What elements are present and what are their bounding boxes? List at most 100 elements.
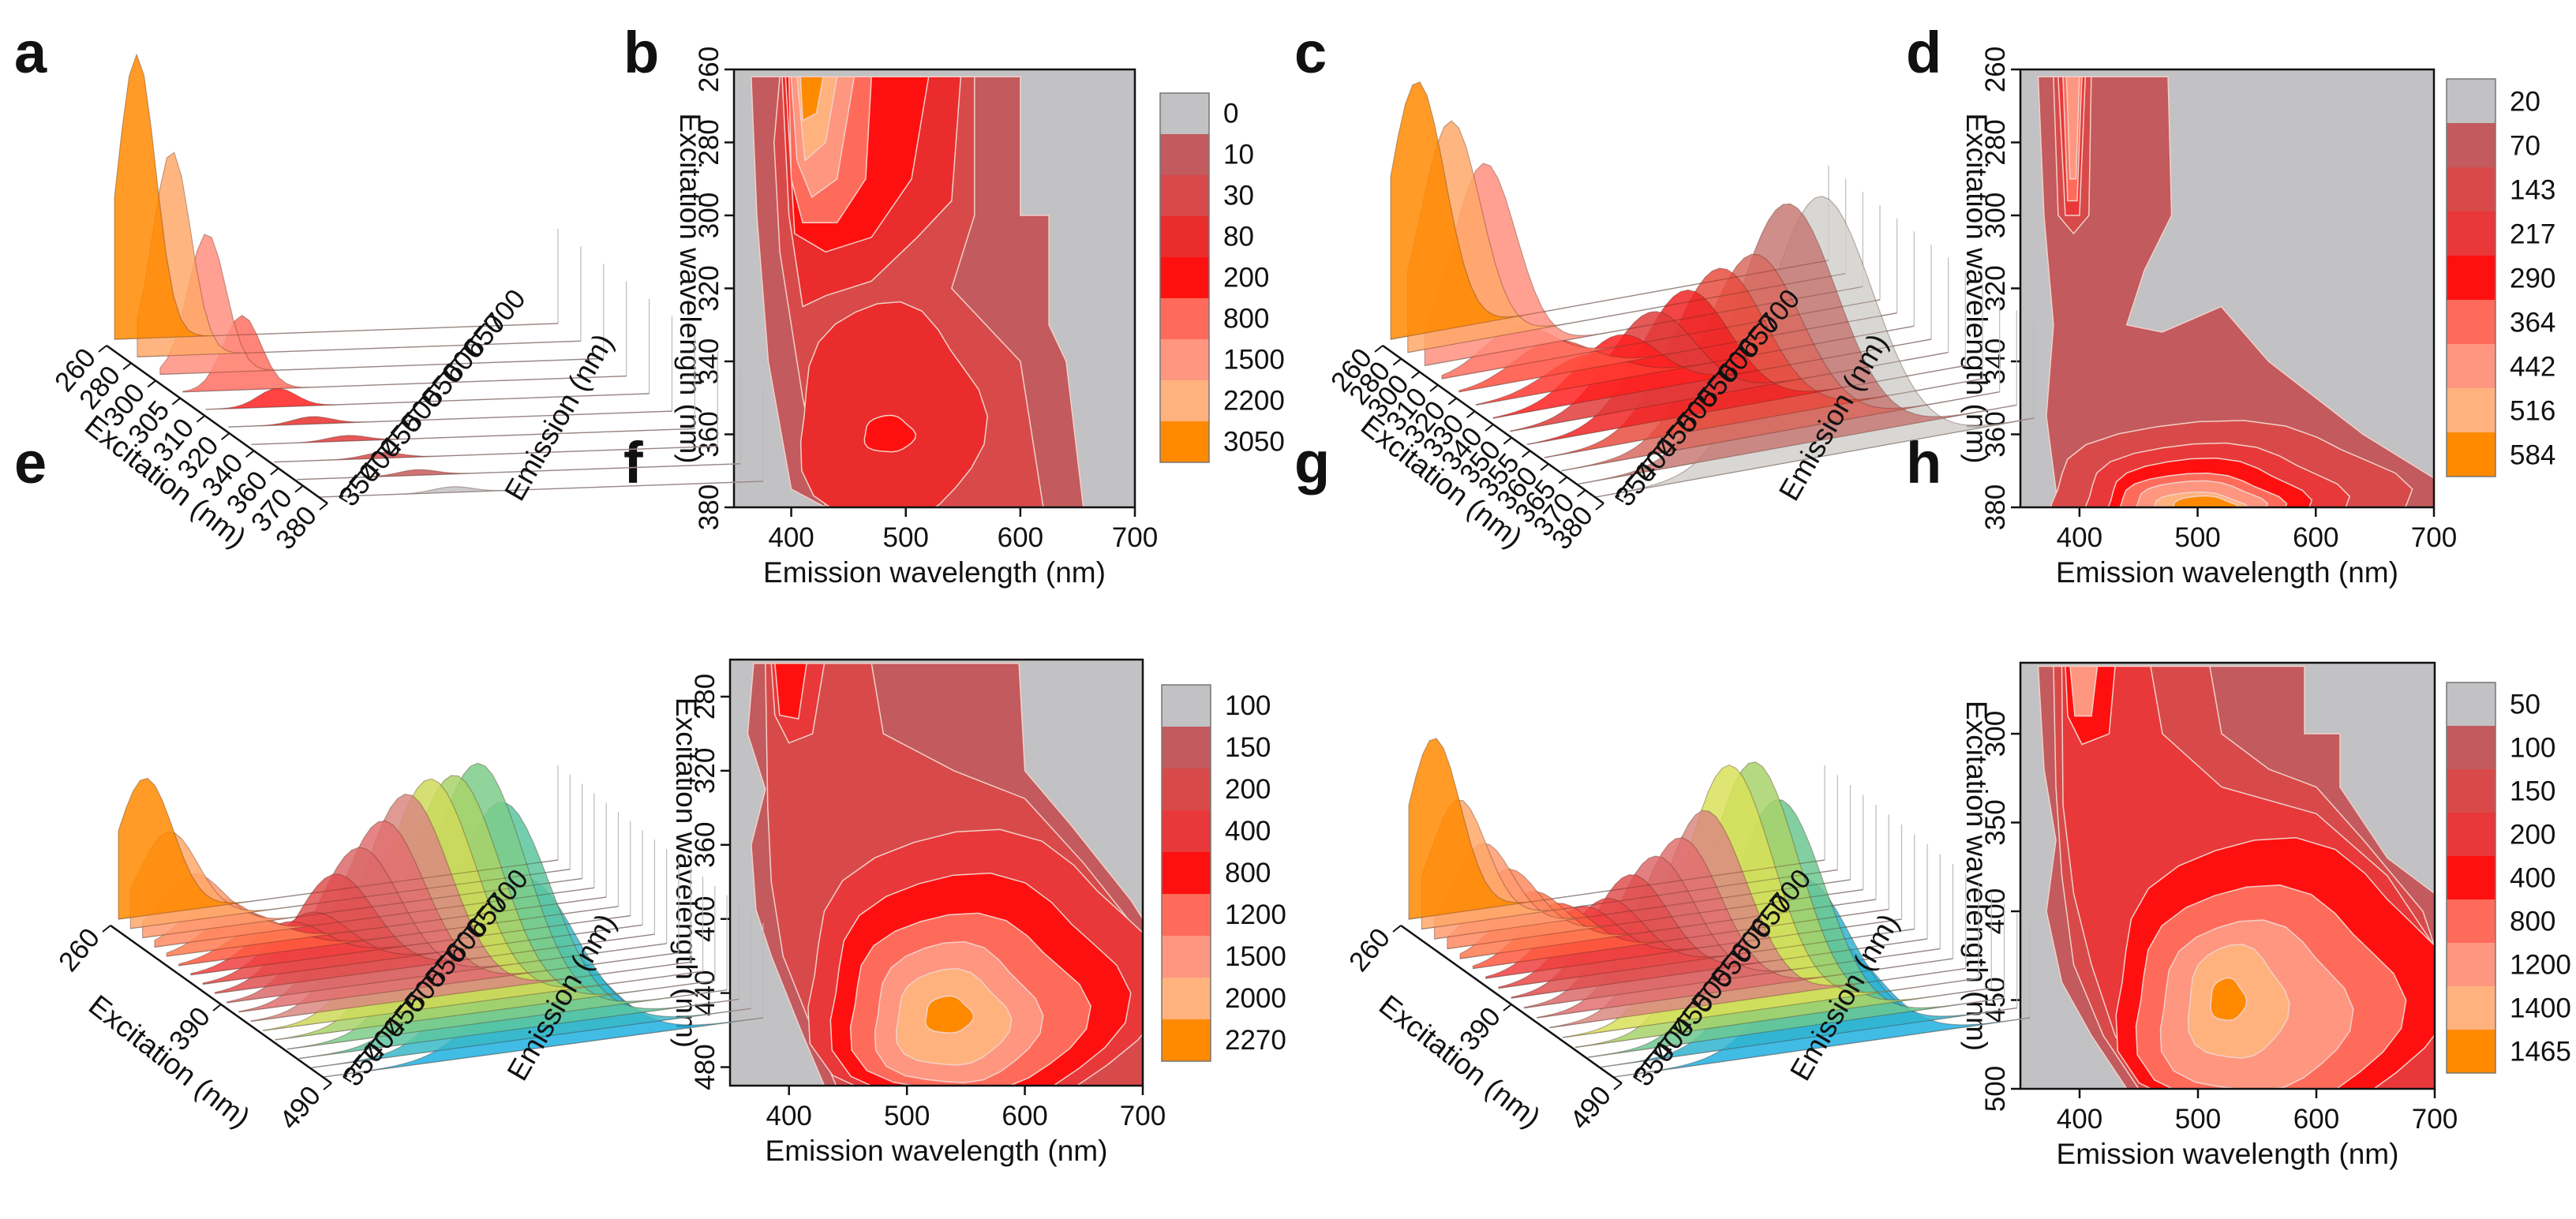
x-tick-label: 500 <box>2175 1104 2221 1135</box>
emission-tick-mark <box>1635 471 1645 478</box>
excitation-tick-mark <box>1577 489 1586 498</box>
colorbar-label: 2000 <box>1225 983 1286 1014</box>
emission-tick-mark <box>1672 1026 1681 1034</box>
colorbar-swatch <box>2447 726 2496 769</box>
excitation-tick-mark <box>1485 424 1494 432</box>
spectrum-ex-360 <box>274 446 718 463</box>
spectrum-ex-280 <box>142 873 582 939</box>
y-tick-label: 360 <box>694 411 724 457</box>
x-axis-title: Emission wavelength (nm) <box>763 556 1106 589</box>
colorbar-label: 800 <box>1223 303 1269 334</box>
x-tick-label: 400 <box>766 1101 812 1131</box>
y-tick-label: 300 <box>1980 711 2011 757</box>
x-tick-label: 600 <box>1002 1101 1047 1131</box>
colorbar-label: 100 <box>2510 733 2555 764</box>
excitation-tick-mark <box>171 397 181 406</box>
emission-tick-mark <box>1738 347 1747 354</box>
colorbar-label: 400 <box>1225 816 1271 847</box>
emission-tick-mark <box>463 347 473 354</box>
x-tick-label: 400 <box>2057 522 2102 553</box>
colorbar-swatch <box>1160 298 1209 339</box>
excitation-tick-mark <box>1540 463 1549 471</box>
excitation-tick-mark <box>294 484 304 493</box>
excitation-tick-label: 490 <box>274 1080 327 1135</box>
contour-region-level-70 <box>2037 76 2434 507</box>
x-tick-label: 600 <box>998 522 1043 553</box>
y-tick-label: 380 <box>1980 484 2011 530</box>
excitation-tick-label: 260 <box>53 922 106 978</box>
colorbar-swatch <box>2447 682 2496 726</box>
colorbar-label: 200 <box>2510 820 2555 851</box>
colorbar-label: 20 <box>2510 86 2540 117</box>
spectrum-ex-300 <box>159 234 604 376</box>
spectrum-ex-340 <box>251 428 695 445</box>
spectrum-ex-280 <box>1433 842 1851 940</box>
colorbar-label: 1500 <box>1225 941 1286 972</box>
colorbar-label: 800 <box>1225 858 1271 888</box>
spectrum-ex-260 <box>1390 81 1829 340</box>
y-tick-label: 380 <box>694 484 724 530</box>
excitation-tick-mark <box>1447 397 1457 406</box>
emission-axis <box>343 903 489 1078</box>
y-tick-label: 320 <box>690 748 721 794</box>
emission-tick-mark <box>466 927 475 934</box>
excitation-tick-mark <box>1429 384 1439 392</box>
colorbar-swatch <box>1160 421 1209 462</box>
excitation-tick-mark <box>102 925 111 933</box>
colorbar-label: 50 <box>2510 690 2540 720</box>
contour-region-level-442 <box>2065 76 2080 180</box>
spectrum-ex-290 <box>1447 868 1863 950</box>
contour-region-level-80 <box>799 301 988 507</box>
emission-tick-mark <box>1653 1051 1662 1058</box>
emission-tick-mark <box>1758 323 1768 329</box>
excitation-tick-mark <box>323 1083 332 1090</box>
contour-region-level-1200 <box>2069 665 2099 717</box>
excitation-tick-mark <box>1411 371 1421 380</box>
contour-region-level-1465 <box>2210 977 2248 1022</box>
excitation-tick-mark <box>212 1004 222 1011</box>
panel-letter-c: c <box>1294 20 1327 85</box>
colorbar-f: 100 150 200 400 800 1200 1500 2000 2270 <box>1161 684 1286 1062</box>
excitation-tick-mark <box>147 380 156 388</box>
contour-fills-b <box>751 76 1084 507</box>
colorbar-swatch <box>1160 339 1209 380</box>
colorbar-swatch <box>2447 167 2496 211</box>
excitation-tick-mark <box>1595 503 1604 510</box>
contour-fills-f <box>747 662 1143 1086</box>
emission-tick-mark <box>363 1051 373 1058</box>
colorbar-swatch <box>2447 943 2496 986</box>
y-tick-label: 300 <box>1980 193 2011 238</box>
excitation-tick-mark <box>122 362 132 371</box>
emission-tick-mark <box>484 323 493 329</box>
colorbar-swatch <box>2447 856 2496 899</box>
x-tick-label: 500 <box>883 522 929 553</box>
colorbar-swatch <box>1162 1019 1211 1061</box>
emission-tick-mark <box>1656 447 1665 454</box>
colorbar-swatch <box>2447 123 2496 167</box>
panel-letter-e: e <box>14 430 47 495</box>
y-tick-label: 280 <box>694 119 724 165</box>
colorbar-swatch <box>1162 768 1211 810</box>
spectrum-ex-300 <box>1424 163 1863 367</box>
excitation-tick-label: 260 <box>1343 922 1396 978</box>
spectrum-ex-380 <box>319 480 764 498</box>
emission-tick-mark <box>425 977 434 984</box>
colorbar-swatch <box>1162 727 1211 768</box>
y-tick-label: 280 <box>1980 119 2011 165</box>
colorbar-swatch <box>1160 175 1209 216</box>
colorbar-label: 1200 <box>1225 899 1286 930</box>
y-tick-label: 340 <box>694 338 724 384</box>
x-tick-label: 700 <box>1120 1101 1166 1131</box>
emission-tick-mark <box>1717 372 1727 379</box>
emission-tick-mark <box>1676 421 1686 428</box>
colorbar-swatch <box>1162 936 1211 978</box>
emission-tick-mark <box>1697 397 1706 404</box>
panel-letter-f: f <box>623 430 643 495</box>
colorbar-label: 800 <box>2510 907 2555 937</box>
excitation-tick-mark <box>220 432 230 440</box>
colorbar-label: 10 <box>1223 139 1254 170</box>
emission-tick-mark <box>401 421 410 428</box>
colorbar-swatch <box>2447 388 2496 432</box>
colorbar-h: 50 100 150 200 400 800 1200 1400 1465 <box>2446 682 2571 1074</box>
